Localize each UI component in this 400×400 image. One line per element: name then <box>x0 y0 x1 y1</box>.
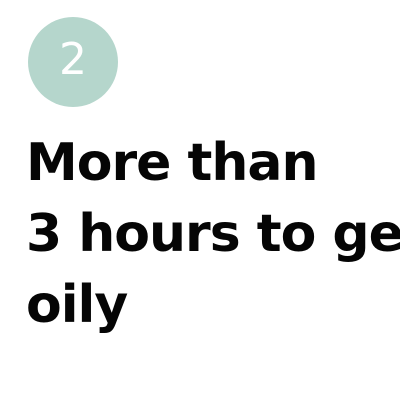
headline-line-1: More than <box>26 133 318 193</box>
step-number-badge: 2 <box>28 17 118 107</box>
step-number: 2 <box>59 34 87 85</box>
step-headline: More than 3 hours to get oily <box>26 128 400 341</box>
headline-line-2: 3 hours to get <box>26 204 400 264</box>
headline-line-3: oily <box>26 275 128 335</box>
